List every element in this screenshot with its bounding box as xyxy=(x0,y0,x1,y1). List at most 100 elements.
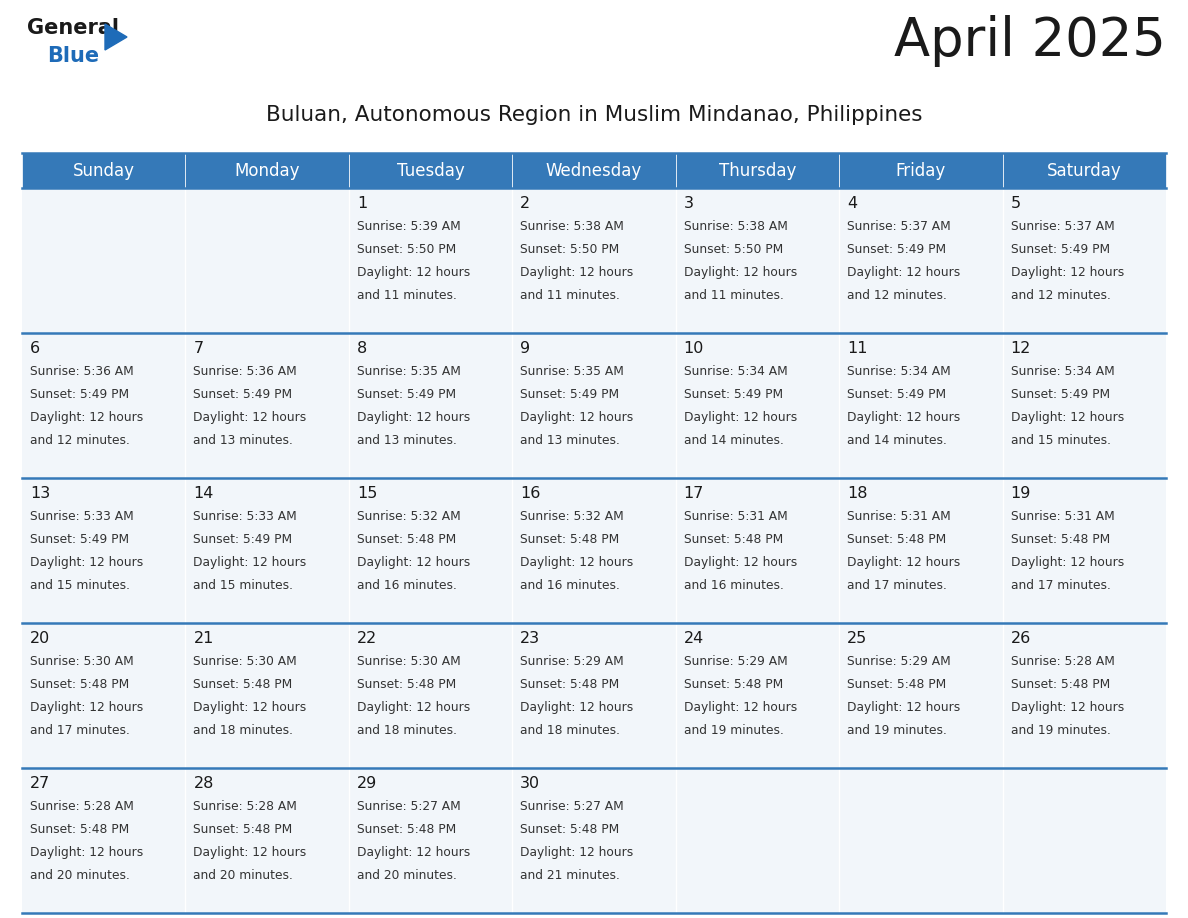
Text: and 17 minutes.: and 17 minutes. xyxy=(847,579,947,592)
Text: and 12 minutes.: and 12 minutes. xyxy=(847,289,947,302)
Bar xyxy=(676,188,839,333)
Text: Daylight: 12 hours: Daylight: 12 hours xyxy=(520,701,633,714)
Text: and 17 minutes.: and 17 minutes. xyxy=(1011,579,1111,592)
Text: Daylight: 12 hours: Daylight: 12 hours xyxy=(1011,411,1124,424)
Text: Sunrise: 5:36 AM: Sunrise: 5:36 AM xyxy=(30,365,134,378)
Text: Sunset: 5:50 PM: Sunset: 5:50 PM xyxy=(356,243,456,256)
Bar xyxy=(23,153,185,188)
Text: Daylight: 12 hours: Daylight: 12 hours xyxy=(684,411,797,424)
Text: Sunset: 5:49 PM: Sunset: 5:49 PM xyxy=(194,533,292,546)
Text: Sunrise: 5:36 AM: Sunrise: 5:36 AM xyxy=(194,365,297,378)
Bar xyxy=(1003,333,1165,478)
Text: Sunset: 5:48 PM: Sunset: 5:48 PM xyxy=(684,678,783,691)
Text: Daylight: 12 hours: Daylight: 12 hours xyxy=(520,846,633,859)
Text: and 18 minutes.: and 18 minutes. xyxy=(356,724,457,737)
Bar xyxy=(23,333,185,478)
Bar xyxy=(23,188,185,333)
Text: Sunrise: 5:32 AM: Sunrise: 5:32 AM xyxy=(520,510,624,523)
Text: Sunrise: 5:38 AM: Sunrise: 5:38 AM xyxy=(520,220,624,233)
Text: Sunset: 5:48 PM: Sunset: 5:48 PM xyxy=(847,678,947,691)
Bar xyxy=(23,768,185,913)
Bar xyxy=(839,188,1003,333)
Text: 15: 15 xyxy=(356,486,378,501)
Bar xyxy=(23,478,185,623)
Text: 13: 13 xyxy=(30,486,50,501)
Text: and 14 minutes.: and 14 minutes. xyxy=(684,434,784,447)
Text: Daylight: 12 hours: Daylight: 12 hours xyxy=(356,846,470,859)
Text: Sunset: 5:49 PM: Sunset: 5:49 PM xyxy=(847,243,947,256)
Text: 3: 3 xyxy=(684,196,694,211)
Polygon shape xyxy=(105,24,127,50)
Bar xyxy=(839,478,1003,623)
Bar xyxy=(676,478,839,623)
Text: Sunrise: 5:29 AM: Sunrise: 5:29 AM xyxy=(847,655,950,668)
Text: 20: 20 xyxy=(30,631,50,646)
Text: 26: 26 xyxy=(1011,631,1031,646)
Text: 1: 1 xyxy=(356,196,367,211)
Text: and 11 minutes.: and 11 minutes. xyxy=(356,289,456,302)
Text: Daylight: 12 hours: Daylight: 12 hours xyxy=(30,846,144,859)
Text: Sunset: 5:50 PM: Sunset: 5:50 PM xyxy=(684,243,783,256)
Bar xyxy=(23,623,185,768)
Text: Sunrise: 5:33 AM: Sunrise: 5:33 AM xyxy=(30,510,134,523)
Bar xyxy=(512,478,676,623)
Text: 12: 12 xyxy=(1011,341,1031,356)
Text: Daylight: 12 hours: Daylight: 12 hours xyxy=(684,266,797,279)
Text: Daylight: 12 hours: Daylight: 12 hours xyxy=(520,556,633,569)
Text: and 16 minutes.: and 16 minutes. xyxy=(684,579,784,592)
Bar xyxy=(839,623,1003,768)
Bar xyxy=(349,768,512,913)
Text: Sunset: 5:48 PM: Sunset: 5:48 PM xyxy=(520,678,619,691)
Text: 23: 23 xyxy=(520,631,541,646)
Text: Daylight: 12 hours: Daylight: 12 hours xyxy=(194,556,307,569)
Text: and 19 minutes.: and 19 minutes. xyxy=(847,724,947,737)
Text: 9: 9 xyxy=(520,341,530,356)
Bar xyxy=(512,333,676,478)
Text: 24: 24 xyxy=(684,631,704,646)
Text: Sunset: 5:49 PM: Sunset: 5:49 PM xyxy=(684,388,783,401)
Text: Sunset: 5:49 PM: Sunset: 5:49 PM xyxy=(520,388,619,401)
Text: 10: 10 xyxy=(684,341,704,356)
Text: and 12 minutes.: and 12 minutes. xyxy=(30,434,129,447)
Bar xyxy=(185,623,349,768)
Text: Sunset: 5:48 PM: Sunset: 5:48 PM xyxy=(30,678,129,691)
Bar xyxy=(676,153,839,188)
Bar xyxy=(349,333,512,478)
Bar xyxy=(1003,153,1165,188)
Text: Daylight: 12 hours: Daylight: 12 hours xyxy=(30,556,144,569)
Text: Daylight: 12 hours: Daylight: 12 hours xyxy=(847,701,960,714)
Text: Sunset: 5:49 PM: Sunset: 5:49 PM xyxy=(30,388,129,401)
Text: 29: 29 xyxy=(356,776,377,791)
Text: and 16 minutes.: and 16 minutes. xyxy=(520,579,620,592)
Text: Sunset: 5:48 PM: Sunset: 5:48 PM xyxy=(356,533,456,546)
Text: and 21 minutes.: and 21 minutes. xyxy=(520,869,620,882)
Text: April 2025: April 2025 xyxy=(895,15,1165,67)
Text: Sunrise: 5:31 AM: Sunrise: 5:31 AM xyxy=(1011,510,1114,523)
Text: Sunset: 5:48 PM: Sunset: 5:48 PM xyxy=(520,823,619,836)
Text: Daylight: 12 hours: Daylight: 12 hours xyxy=(30,411,144,424)
Bar xyxy=(349,153,512,188)
Bar xyxy=(349,623,512,768)
Text: Sunrise: 5:38 AM: Sunrise: 5:38 AM xyxy=(684,220,788,233)
Text: Sunrise: 5:28 AM: Sunrise: 5:28 AM xyxy=(1011,655,1114,668)
Text: 19: 19 xyxy=(1011,486,1031,501)
Text: Sunrise: 5:28 AM: Sunrise: 5:28 AM xyxy=(30,800,134,813)
Text: 22: 22 xyxy=(356,631,377,646)
Text: Sunset: 5:48 PM: Sunset: 5:48 PM xyxy=(1011,533,1110,546)
Text: and 15 minutes.: and 15 minutes. xyxy=(194,579,293,592)
Text: Sunset: 5:50 PM: Sunset: 5:50 PM xyxy=(520,243,619,256)
Text: and 13 minutes.: and 13 minutes. xyxy=(194,434,293,447)
Text: 2: 2 xyxy=(520,196,530,211)
Text: Daylight: 12 hours: Daylight: 12 hours xyxy=(30,701,144,714)
Text: Sunrise: 5:29 AM: Sunrise: 5:29 AM xyxy=(520,655,624,668)
Text: and 19 minutes.: and 19 minutes. xyxy=(684,724,784,737)
Text: Daylight: 12 hours: Daylight: 12 hours xyxy=(1011,556,1124,569)
Text: and 18 minutes.: and 18 minutes. xyxy=(194,724,293,737)
Text: Sunrise: 5:27 AM: Sunrise: 5:27 AM xyxy=(520,800,624,813)
Bar xyxy=(185,188,349,333)
Bar xyxy=(185,333,349,478)
Text: 28: 28 xyxy=(194,776,214,791)
Text: Daylight: 12 hours: Daylight: 12 hours xyxy=(684,556,797,569)
Text: Sunset: 5:48 PM: Sunset: 5:48 PM xyxy=(684,533,783,546)
Text: Daylight: 12 hours: Daylight: 12 hours xyxy=(1011,701,1124,714)
